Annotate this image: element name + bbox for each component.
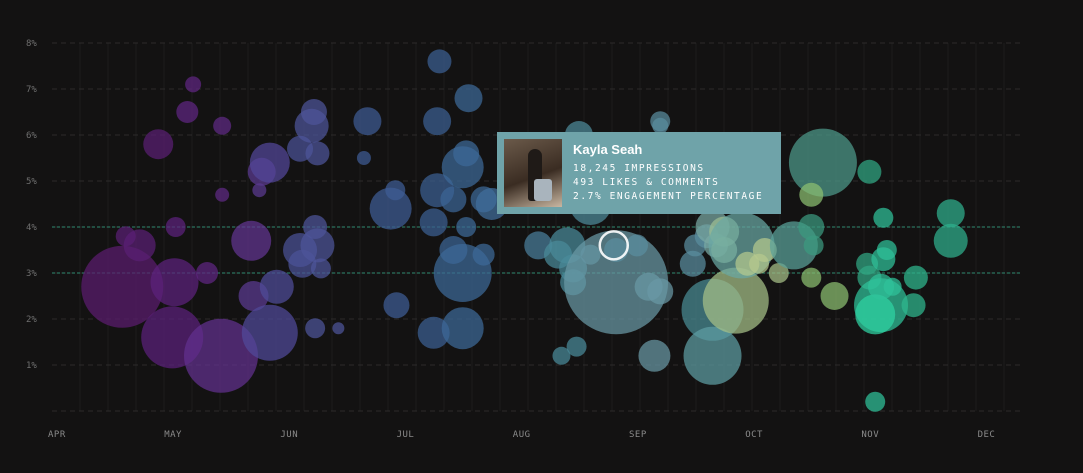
bubble[interactable] bbox=[803, 235, 824, 256]
bubble[interactable] bbox=[231, 220, 272, 261]
bubble[interactable] bbox=[472, 243, 495, 266]
bubble[interactable] bbox=[626, 234, 648, 257]
bubble[interactable] bbox=[143, 129, 174, 160]
bubble[interactable] bbox=[215, 187, 230, 202]
bubble[interactable] bbox=[768, 263, 789, 283]
bubble[interactable] bbox=[440, 186, 467, 213]
bubble[interactable] bbox=[857, 159, 882, 184]
bubble[interactable] bbox=[865, 391, 886, 412]
bubble[interactable] bbox=[453, 140, 480, 167]
x-tick-label: NOV bbox=[861, 430, 879, 440]
y-axis: 1% 2% 3% 4% 5% 6% 7% 8% bbox=[26, 39, 37, 371]
y-tick-label: 4% bbox=[26, 223, 37, 233]
y-tick-label: 6% bbox=[26, 131, 37, 141]
bubble[interactable] bbox=[123, 229, 156, 262]
bubble[interactable] bbox=[441, 307, 484, 350]
tooltip-name: Kayla Seah bbox=[573, 142, 643, 157]
x-tick-label: MAY bbox=[164, 430, 182, 440]
profile-photo bbox=[504, 139, 562, 207]
bubble[interactable] bbox=[679, 250, 706, 277]
y-tick-label: 7% bbox=[26, 85, 37, 95]
y-tick-label: 2% bbox=[26, 315, 37, 325]
bubble[interactable] bbox=[196, 262, 219, 284]
tooltip-likes-comments: 493 LIKES & COMMENTS bbox=[573, 177, 720, 188]
bubble[interactable] bbox=[564, 230, 669, 335]
bubble[interactable] bbox=[855, 294, 896, 335]
y-tick-label: 1% bbox=[26, 361, 37, 371]
bubble[interactable] bbox=[647, 278, 674, 305]
x-tick-label: OCT bbox=[745, 430, 763, 440]
bubble[interactable] bbox=[383, 292, 410, 319]
bubble[interactable] bbox=[652, 117, 669, 134]
bubble[interactable] bbox=[876, 240, 897, 260]
bubble[interactable] bbox=[176, 101, 199, 123]
bubble[interactable] bbox=[165, 217, 186, 237]
x-tick-label: DEC bbox=[978, 430, 996, 440]
x-tick-label: JUL bbox=[397, 430, 415, 440]
bubble[interactable] bbox=[552, 346, 571, 365]
bubble[interactable] bbox=[419, 208, 448, 237]
bubble[interactable] bbox=[901, 293, 926, 318]
bubble[interactable] bbox=[883, 277, 902, 296]
hover-highlight bbox=[598, 230, 630, 261]
bubble[interactable] bbox=[241, 304, 298, 361]
bubble[interactable] bbox=[638, 339, 671, 372]
bubble[interactable] bbox=[873, 207, 894, 228]
bubble[interactable] bbox=[820, 282, 849, 310]
bubble[interactable] bbox=[332, 322, 345, 335]
bubble[interactable] bbox=[936, 199, 965, 228]
bubble[interactable] bbox=[356, 151, 371, 165]
bubble[interactable] bbox=[454, 84, 483, 113]
tooltip: Kayla Seah 18,245 IMPRESSIONS 493 LIKES … bbox=[497, 132, 781, 214]
bubble[interactable] bbox=[788, 128, 857, 197]
x-tick-label: SEP bbox=[629, 430, 647, 440]
bubble[interactable] bbox=[799, 182, 824, 207]
bubble[interactable] bbox=[683, 326, 742, 385]
x-axis: APR MAY JUN JUL AUG SEP OCT NOV DEC bbox=[48, 430, 995, 440]
selected-bubble-ring bbox=[598, 230, 630, 261]
x-tick-label: JUN bbox=[280, 430, 298, 440]
bubble[interactable] bbox=[933, 223, 968, 258]
bubble[interactable] bbox=[300, 228, 335, 263]
bubble[interactable] bbox=[456, 217, 477, 237]
bubble[interactable] bbox=[305, 141, 330, 166]
bubble[interactable] bbox=[423, 107, 452, 136]
bubble[interactable] bbox=[184, 318, 259, 393]
bubble[interactable] bbox=[259, 269, 294, 304]
y-tick-label: 5% bbox=[26, 177, 37, 187]
bubble[interactable] bbox=[213, 116, 232, 135]
bubble[interactable] bbox=[566, 336, 587, 357]
x-tick-label: AUG bbox=[513, 430, 531, 440]
bubble[interactable] bbox=[300, 99, 327, 125]
y-tick-label: 8% bbox=[26, 39, 37, 49]
x-tick-label: APR bbox=[48, 430, 66, 440]
bubbles bbox=[81, 49, 968, 412]
bubble[interactable] bbox=[801, 267, 822, 288]
bubble[interactable] bbox=[185, 76, 202, 93]
bubble[interactable] bbox=[798, 214, 825, 240]
bubble[interactable] bbox=[81, 245, 164, 328]
bubble[interactable] bbox=[427, 49, 452, 74]
bubble[interactable] bbox=[249, 142, 290, 183]
bubble[interactable] bbox=[252, 183, 267, 198]
tooltip-engagement: 2.7% ENGAGEMENT PERCENTAGE bbox=[573, 191, 764, 202]
bubble[interactable] bbox=[903, 265, 928, 290]
bubble[interactable] bbox=[310, 258, 331, 279]
bubble[interactable] bbox=[150, 258, 199, 307]
bubble[interactable] bbox=[417, 316, 450, 349]
bubble[interactable] bbox=[369, 187, 412, 230]
tooltip-impressions: 18,245 IMPRESSIONS bbox=[573, 163, 705, 174]
bubble[interactable] bbox=[702, 267, 769, 334]
bubble[interactable] bbox=[353, 107, 382, 136]
bubble[interactable] bbox=[305, 318, 326, 339]
y-tick-label: 3% bbox=[26, 269, 37, 279]
